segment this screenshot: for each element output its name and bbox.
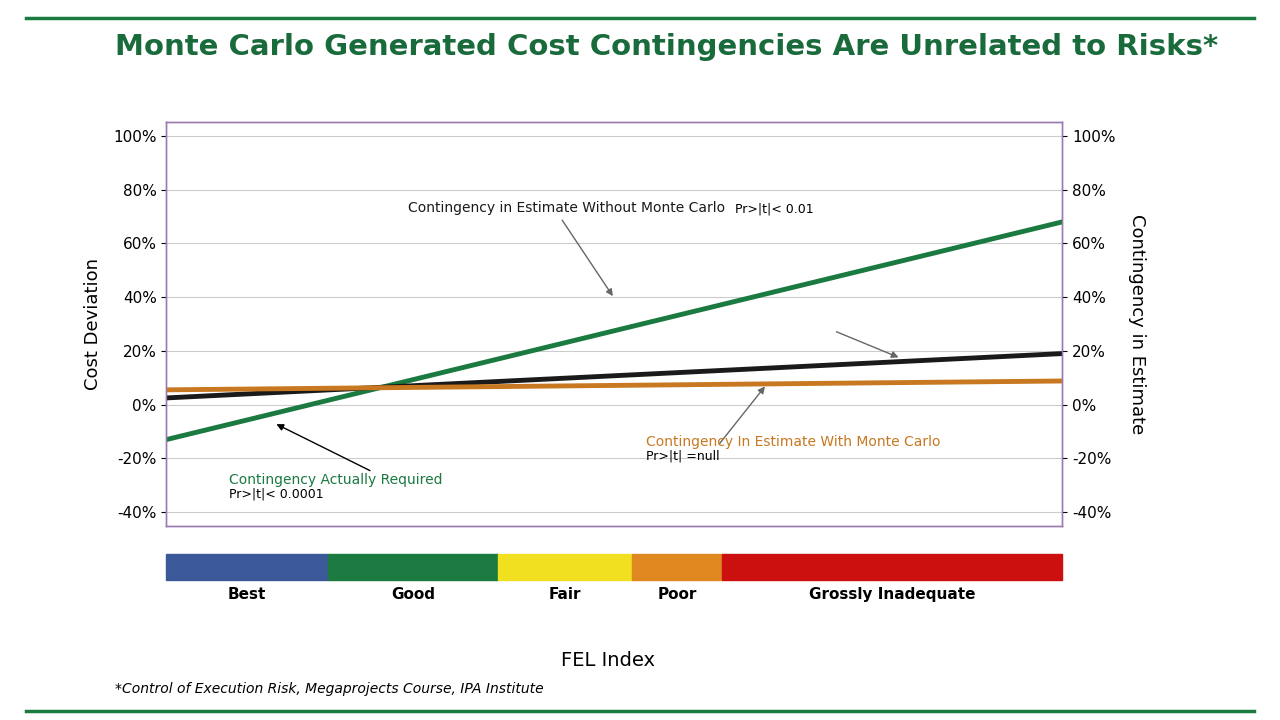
Bar <box>166 554 328 580</box>
Text: FEL Index: FEL Index <box>561 651 655 670</box>
Y-axis label: Cost Deviation: Cost Deviation <box>84 258 102 390</box>
Y-axis label: Contingency in Estimate: Contingency in Estimate <box>1128 214 1146 434</box>
Bar <box>632 554 722 580</box>
Text: Good: Good <box>390 587 435 602</box>
Bar <box>498 554 632 580</box>
Text: Contingency in Estimate Without Monte Carlo: Contingency in Estimate Without Monte Ca… <box>408 202 726 215</box>
Text: Pr>|t| =null: Pr>|t| =null <box>646 450 719 463</box>
Text: *Control of Execution Risk, Megaprojects Course, IPA Institute: *Control of Execution Risk, Megaprojects… <box>115 682 544 696</box>
Text: Pr>|t|< 0.0001: Pr>|t|< 0.0001 <box>229 487 324 500</box>
Text: Best: Best <box>228 587 266 602</box>
Text: Contingency Actually Required: Contingency Actually Required <box>229 473 443 487</box>
Text: Pr>|t|< 0.01: Pr>|t|< 0.01 <box>731 202 814 215</box>
Bar <box>328 554 498 580</box>
Text: Fair: Fair <box>549 587 581 602</box>
Text: Poor: Poor <box>658 587 696 602</box>
Text: Grossly Inadequate: Grossly Inadequate <box>809 587 975 602</box>
Bar <box>722 554 1062 580</box>
Text: IPA: IPA <box>1110 57 1162 84</box>
Text: Monte Carlo Generated Cost Contingencies Are Unrelated to Risks*: Monte Carlo Generated Cost Contingencies… <box>115 33 1219 61</box>
Text: Contingency In Estimate With Monte Carlo: Contingency In Estimate With Monte Carlo <box>646 436 941 449</box>
